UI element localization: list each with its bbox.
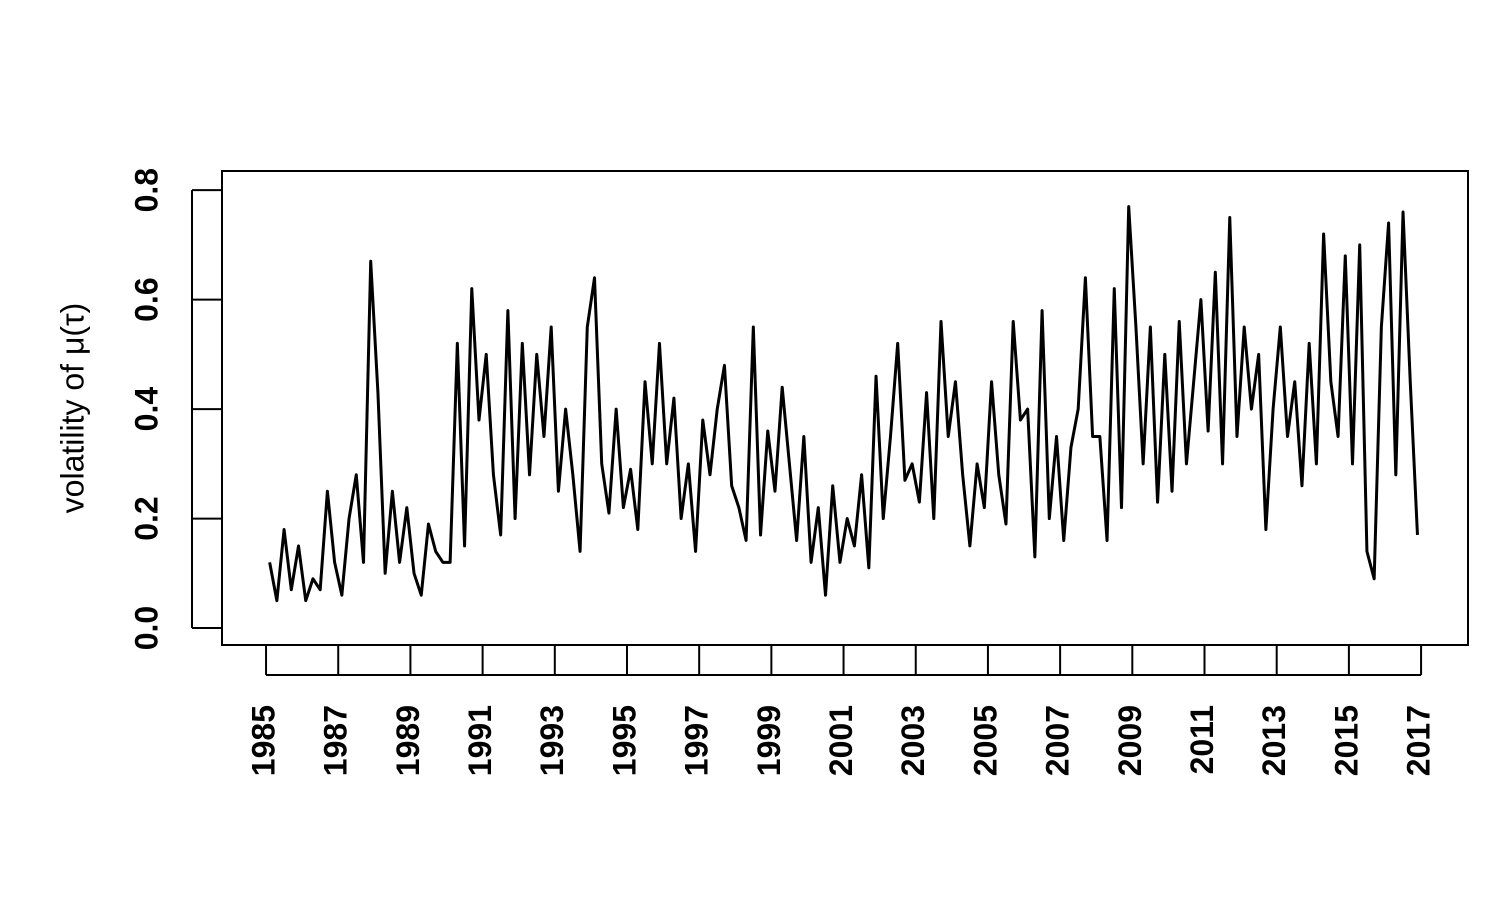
y-tick-label: 0.8 [128, 168, 164, 212]
x-tick-label: 2007 [1040, 705, 1076, 776]
x-tick-label: 2003 [895, 705, 931, 776]
x-tick-label: 2015 [1328, 705, 1364, 776]
x-tick-label: 2017 [1401, 705, 1437, 776]
x-tick-label: 2009 [1112, 705, 1148, 776]
x-tick-label: 1993 [534, 705, 570, 776]
x-tick-label: 1985 [245, 705, 281, 776]
y-tick-label: 0.4 [128, 387, 164, 432]
y-tick-label: 0.0 [128, 606, 164, 650]
x-tick-label: 2011 [1184, 705, 1220, 774]
x-tick-label: 2013 [1256, 705, 1292, 776]
x-tick-label: 1997 [679, 705, 715, 776]
data-line [268, 205, 1419, 603]
plot-frame [221, 170, 1469, 646]
y-tick-label: 0.2 [128, 496, 164, 540]
x-tick-label: 1995 [606, 705, 642, 776]
x-tick-label: 1987 [318, 705, 354, 776]
x-tick-label: 1989 [390, 705, 426, 776]
x-tick-label: 1991 [462, 705, 498, 776]
y-tick-label: 0.6 [128, 277, 164, 321]
x-tick-label: 2001 [823, 705, 859, 776]
x-tick-label: 2005 [967, 705, 1003, 776]
x-tick-label: 1999 [751, 705, 787, 776]
y-axis-label: volatility of μ(τ) [54, 303, 90, 514]
